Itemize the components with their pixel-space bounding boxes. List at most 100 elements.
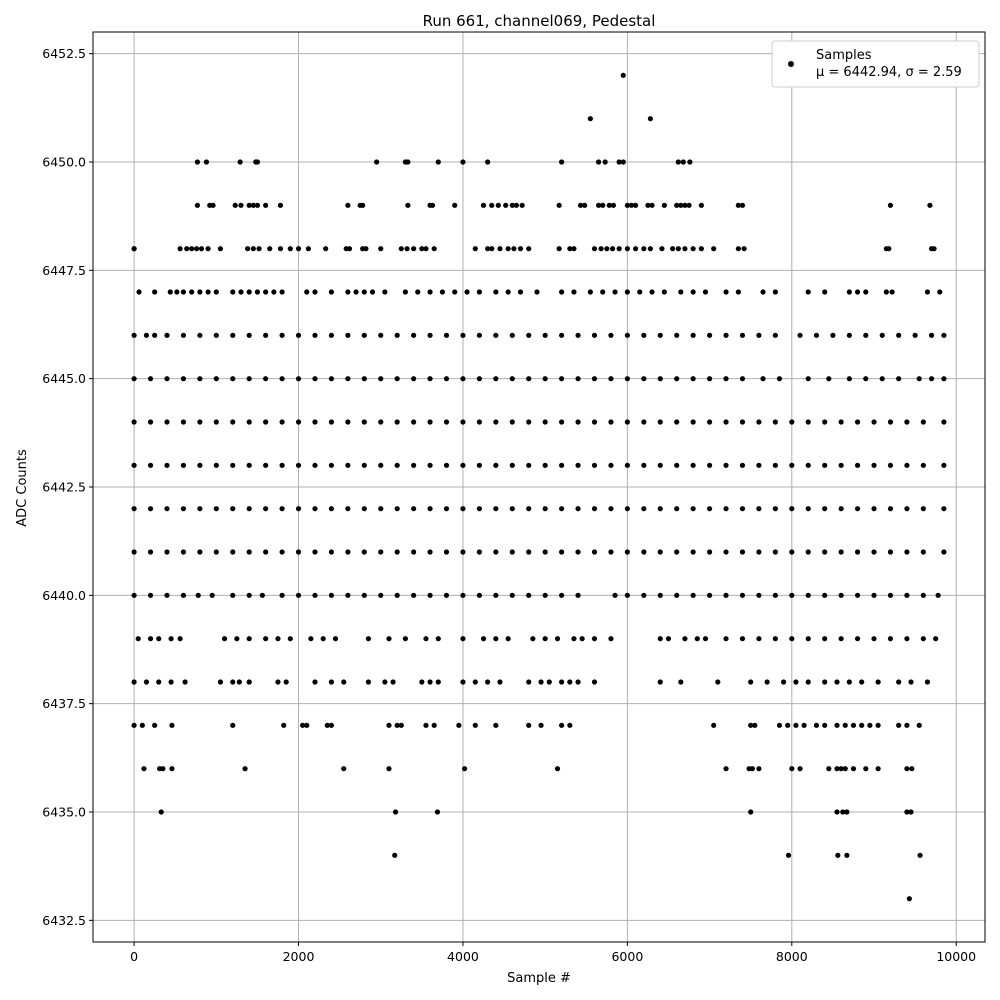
data-point: [386, 766, 392, 772]
data-point: [217, 679, 224, 685]
data-point: [559, 332, 565, 338]
data-point: [706, 419, 713, 425]
data-point: [460, 159, 466, 165]
data-point: [312, 679, 318, 685]
data-point: [612, 289, 618, 295]
data-point: [517, 289, 524, 295]
data-point: [345, 506, 351, 512]
data-point: [859, 679, 865, 685]
data-point: [263, 419, 269, 425]
data-point: [608, 376, 614, 382]
data-point: [904, 809, 910, 815]
data-point: [427, 462, 433, 468]
data-point: [345, 419, 351, 425]
data-point: [312, 289, 318, 295]
data-point: [871, 506, 877, 512]
data-point: [822, 679, 828, 685]
data-point: [559, 549, 565, 555]
data-point: [476, 506, 482, 512]
data-point: [517, 246, 524, 252]
data-point: [271, 289, 277, 295]
data-point: [887, 202, 894, 208]
data-point: [871, 419, 877, 425]
data-point: [361, 592, 367, 598]
data-point: [411, 592, 417, 598]
data-point: [197, 289, 203, 295]
data-point: [345, 376, 351, 382]
data-point: [394, 376, 400, 382]
data-point: [505, 636, 511, 642]
data-point: [906, 896, 912, 902]
data-point: [756, 592, 762, 598]
data-point: [941, 462, 947, 468]
data-point: [452, 289, 458, 295]
data-point: [452, 202, 458, 208]
data-point: [476, 376, 482, 382]
data-point: [941, 419, 947, 425]
data-point: [924, 679, 931, 685]
data-point: [341, 679, 347, 685]
data-point: [669, 246, 676, 252]
y-tick-label: 6450.0: [42, 155, 86, 170]
data-point: [657, 592, 663, 598]
x-tick-label: 8000: [776, 949, 808, 964]
data-point: [505, 246, 511, 252]
data-point: [435, 636, 441, 642]
data-point: [279, 376, 285, 382]
data-point: [203, 159, 210, 165]
data-point: [748, 722, 754, 728]
data-point: [909, 766, 915, 772]
data-point: [230, 506, 236, 512]
data-point: [678, 679, 684, 685]
data-point: [723, 376, 729, 382]
data-point: [559, 506, 565, 512]
data-point: [509, 506, 515, 512]
data-point: [308, 636, 314, 642]
data-point: [624, 419, 630, 425]
data-point: [571, 246, 577, 252]
data-points: [131, 72, 947, 902]
data-point: [616, 246, 622, 252]
data-point: [657, 376, 663, 382]
data-point: [789, 506, 795, 512]
data-point: [312, 506, 318, 512]
data-point: [908, 679, 914, 685]
data-point: [378, 462, 384, 468]
data-point: [591, 636, 598, 642]
data-point: [559, 462, 565, 468]
data-point: [237, 159, 243, 165]
data-point: [632, 246, 639, 252]
data-point: [435, 159, 441, 165]
data-point: [230, 679, 236, 685]
data-point: [131, 246, 137, 252]
data-point: [628, 202, 635, 208]
data-point: [624, 549, 630, 555]
data-point: [242, 766, 248, 772]
data-point: [739, 376, 746, 382]
data-point: [834, 722, 840, 728]
data-point: [920, 506, 926, 512]
data-point: [822, 592, 828, 598]
data-point: [674, 462, 680, 468]
data-point: [822, 289, 828, 295]
data-point: [213, 506, 219, 512]
data-point: [164, 462, 170, 468]
data-point: [854, 419, 861, 425]
data-point: [143, 332, 150, 338]
data-point: [493, 722, 499, 728]
data-point: [346, 246, 353, 252]
data-point: [361, 332, 367, 338]
data-point: [749, 766, 755, 772]
data-point: [147, 376, 154, 382]
data-point: [197, 419, 203, 425]
data-point: [493, 462, 499, 468]
data-point: [493, 636, 499, 642]
data-point: [472, 679, 478, 685]
y-tick-label: 6452.5: [42, 46, 86, 61]
y-tick-label: 6432.5: [42, 913, 86, 928]
data-point: [509, 592, 515, 598]
data-point: [489, 202, 495, 208]
data-point: [706, 549, 713, 555]
data-point: [182, 679, 188, 685]
data-point: [735, 202, 741, 208]
